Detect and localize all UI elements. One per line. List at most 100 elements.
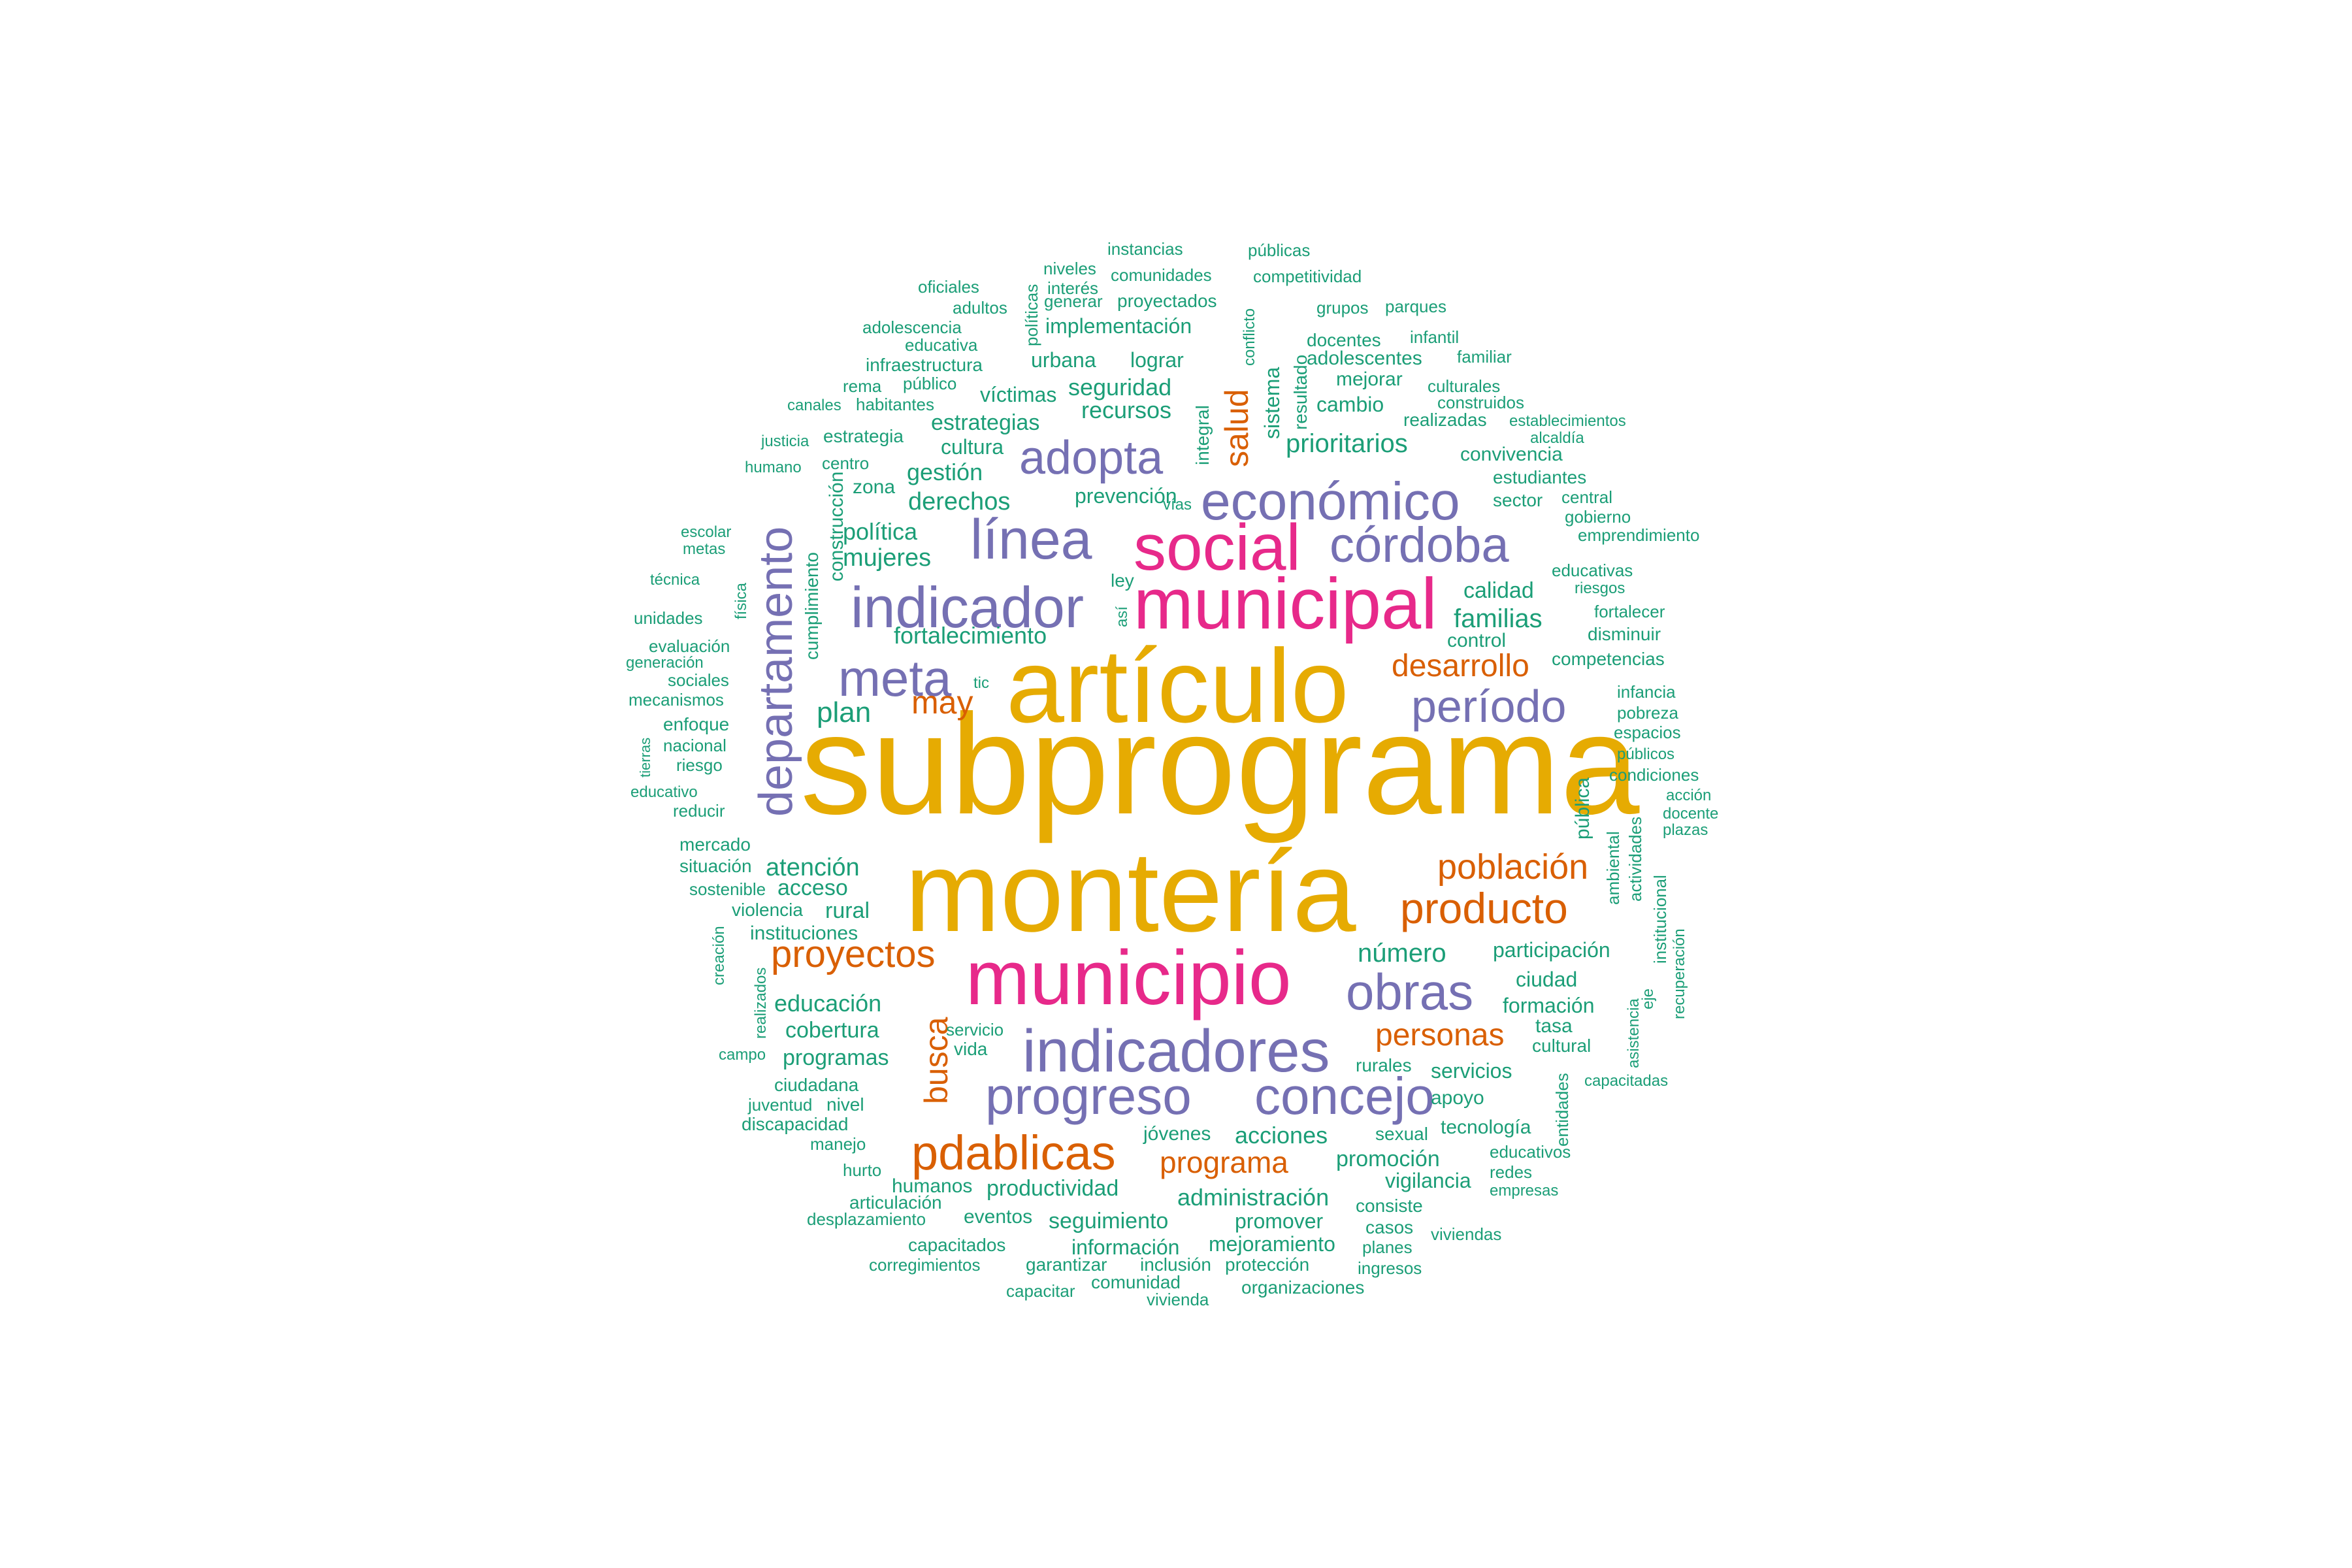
word-públicas: públicas [1248, 240, 1310, 260]
word-montería: montería [905, 828, 1356, 956]
word-educativas: educativas [1552, 561, 1633, 580]
word-fortalecimiento: fortalecimiento [894, 622, 1047, 649]
word-atención: atención [766, 854, 860, 881]
word-gestión: gestión [907, 459, 983, 485]
word-nivel: nivel [826, 1094, 864, 1115]
word-cultura: cultura [941, 435, 1004, 459]
word-educativos: educativos [1490, 1142, 1571, 1162]
word-públicos: públicos [1617, 745, 1674, 763]
word-condiciones: condiciones [1609, 765, 1699, 785]
word-grupos: grupos [1316, 298, 1369, 318]
word-consiste: consiste [1356, 1196, 1423, 1216]
word-rural: rural [825, 898, 870, 923]
word-adolescentes: adolescentes [1307, 348, 1422, 369]
word-física: física [732, 582, 750, 619]
word-eje: eje [1639, 988, 1657, 1009]
word-competitividad: competitividad [1253, 267, 1362, 286]
word-sistema: sistema [1260, 367, 1284, 439]
word-social: social [1134, 511, 1301, 584]
word-fortalecer: fortalecer [1594, 602, 1665, 621]
word-información: información [1071, 1235, 1179, 1259]
word-reducir: reducir [673, 801, 725, 821]
word-habitantes: habitantes [856, 395, 934, 414]
word-control: control [1447, 630, 1506, 651]
word-córdoba: córdoba [1330, 517, 1509, 573]
word-infancia: infancia [1617, 682, 1676, 702]
word-tierras: tierras [637, 738, 653, 777]
word-ingresos: ingresos [1358, 1258, 1422, 1278]
word-viviendas: viviendas [1431, 1224, 1501, 1244]
word-pobreza: pobreza [1617, 703, 1678, 723]
word-hurto: hurto [843, 1160, 881, 1180]
word-mujeres: mujeres [843, 544, 931, 572]
word-adopta: adopta [1019, 432, 1164, 484]
word-cambio: cambio [1316, 393, 1384, 416]
word-resultado: resultado [1290, 355, 1311, 430]
word-nacional: nacional [663, 736, 727, 755]
word-política: política [843, 518, 918, 545]
word-personas: personas [1375, 1018, 1504, 1053]
word-sociales: sociales [668, 670, 729, 690]
word-urbana: urbana [1031, 348, 1096, 372]
word-pdablicas: pdablicas [911, 1126, 1116, 1180]
word-técnica: técnica [650, 571, 700, 589]
word-empresas: empresas [1490, 1182, 1558, 1200]
word-familias: familias [1454, 604, 1543, 633]
word-mecanismos: mecanismos [629, 690, 724, 710]
word-derechos: derechos [908, 488, 1010, 515]
word-familiar: familiar [1457, 347, 1512, 367]
word-inclusión: inclusión [1140, 1254, 1211, 1275]
word-cobertura: cobertura [785, 1018, 879, 1043]
word-situación: situación [679, 856, 752, 876]
word-casos: casos [1365, 1217, 1413, 1237]
word-capacitadas: capacitadas [1584, 1072, 1668, 1090]
word-ciudad: ciudad [1516, 968, 1577, 991]
word-educativo: educativo [630, 783, 698, 801]
word-evaluación: evaluación [649, 636, 730, 656]
word-unidades: unidades [634, 608, 703, 628]
word-alcaldía: alcaldía [1530, 429, 1584, 447]
word-calidad: calidad [1463, 578, 1534, 603]
word-asistencia: asistencia [1625, 998, 1642, 1068]
word-participación: participación [1493, 938, 1610, 962]
word-servicio: servicio [946, 1020, 1004, 1039]
word-período: período [1411, 681, 1566, 732]
word-estudiantes: estudiantes [1493, 467, 1586, 487]
word-canales: canales [787, 397, 841, 414]
word-educativa: educativa [905, 335, 978, 355]
word-juventud: juventud [747, 1095, 812, 1115]
word-justicia: justicia [760, 433, 809, 450]
word-capacitar: capacitar [1006, 1281, 1075, 1301]
word-víctimas: víctimas [980, 383, 1056, 406]
word-municipal: municipal [1134, 564, 1437, 644]
word-apoyo: apoyo [1431, 1087, 1484, 1109]
word-docentes: docentes [1307, 330, 1381, 350]
word-meta: meta [838, 649, 952, 707]
word-establecimientos: establecimientos [1509, 412, 1626, 430]
word-seguridad: seguridad [1068, 374, 1171, 400]
word-articulación: articulación [849, 1192, 942, 1213]
word-violencia: violencia [732, 900, 803, 920]
word-humanos: humanos [892, 1175, 972, 1197]
word-obras: obras [1346, 963, 1473, 1021]
word-rema: rema [843, 376, 882, 396]
word-proyectos: proyectos [771, 933, 935, 975]
word-prevención: prevención [1075, 484, 1177, 508]
word-convivencia: convivencia [1460, 444, 1563, 465]
word-tecnología: tecnología [1441, 1117, 1531, 1138]
word-corregimientos: corregimientos [869, 1255, 981, 1275]
word-implementación: implementación [1045, 314, 1192, 338]
word-sexual: sexual [1375, 1124, 1428, 1144]
word-disminuir: disminuir [1588, 624, 1661, 644]
word-enfoque: enfoque [663, 714, 729, 734]
word-competencias: competencias [1552, 649, 1665, 669]
word-salud: salud [1218, 389, 1255, 467]
word-municipio: municipio [966, 935, 1291, 1021]
word-infantil: infantil [1410, 327, 1459, 347]
word-recursos: recursos [1081, 397, 1171, 423]
word-generar: generar [1044, 291, 1103, 311]
word-estrategias: estrategias [931, 410, 1039, 435]
word-tic: tic [973, 674, 989, 692]
word-manejo: manejo [810, 1134, 866, 1154]
